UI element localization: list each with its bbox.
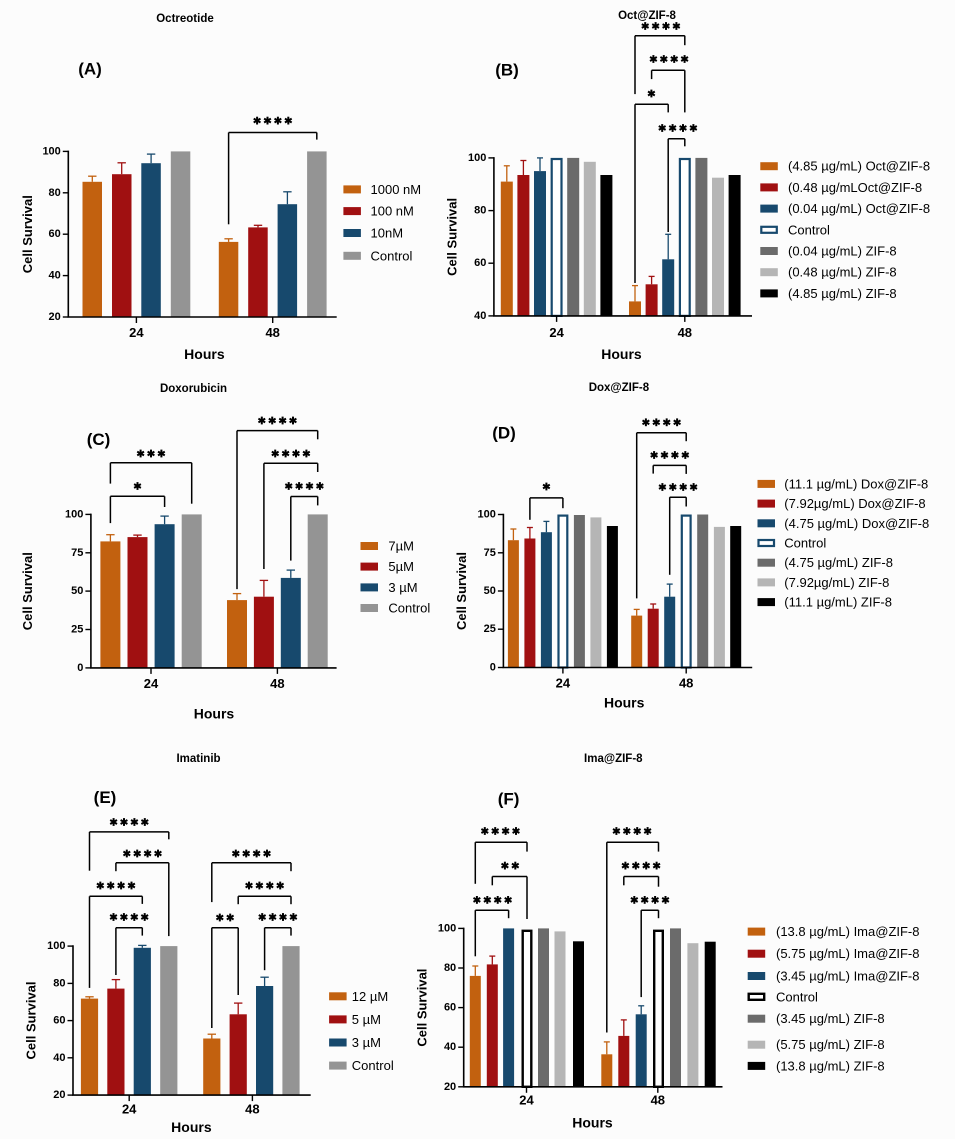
svg-text:(4.85 µg/mL) Oct@ZIF-8: (4.85 µg/mL) Oct@ZIF-8 bbox=[788, 159, 930, 174]
svg-text:Doxorubicin: Doxorubicin bbox=[160, 383, 227, 395]
svg-text:(5.75 µg/mL) Ima@ZIF-8: (5.75 µg/mL) Ima@ZIF-8 bbox=[776, 946, 920, 961]
svg-text:Hours: Hours bbox=[604, 694, 645, 710]
svg-text:Hours: Hours bbox=[601, 346, 642, 362]
svg-text:100: 100 bbox=[65, 508, 83, 520]
svg-text:Control: Control bbox=[788, 222, 830, 237]
svg-text:Control: Control bbox=[784, 536, 826, 551]
svg-text:100: 100 bbox=[478, 509, 496, 521]
svg-text:(0.04 µg/mL) Oct@ZIF-8: (0.04 µg/mL) Oct@ZIF-8 bbox=[788, 201, 930, 216]
svg-text:5µM: 5µM bbox=[388, 559, 414, 574]
svg-text:(7.92µg/mL) Dox@ZIF-8: (7.92µg/mL) Dox@ZIF-8 bbox=[784, 496, 925, 511]
svg-text:20: 20 bbox=[49, 311, 61, 323]
svg-text:40: 40 bbox=[49, 270, 61, 282]
svg-text:(3.45 µg/mL) Ima@ZIF-8: (3.45 µg/mL) Ima@ZIF-8 bbox=[776, 969, 920, 984]
svg-text:Control: Control bbox=[388, 601, 430, 616]
svg-text:24: 24 bbox=[122, 1102, 137, 1117]
svg-text:0: 0 bbox=[490, 662, 496, 674]
svg-text:10nM: 10nM bbox=[371, 226, 404, 241]
svg-text:Cell Survival: Cell Survival bbox=[20, 195, 35, 273]
svg-text:Hours: Hours bbox=[194, 706, 235, 722]
svg-text:48: 48 bbox=[678, 325, 692, 340]
svg-text:(0.48 µg/mL) ZIF-8: (0.48 µg/mL) ZIF-8 bbox=[788, 265, 897, 280]
svg-text:20: 20 bbox=[444, 1081, 456, 1093]
svg-text:24: 24 bbox=[556, 676, 571, 691]
svg-text:100: 100 bbox=[42, 145, 60, 157]
svg-text:Control: Control bbox=[371, 248, 413, 263]
svg-text:50: 50 bbox=[484, 585, 496, 597]
svg-text:24: 24 bbox=[549, 325, 564, 340]
svg-text:Cell Survival: Cell Survival bbox=[415, 969, 430, 1047]
svg-text:Imatinib: Imatinib bbox=[176, 753, 220, 765]
svg-text:(7.92µg/mL) ZIF-8: (7.92µg/mL) ZIF-8 bbox=[784, 575, 889, 590]
svg-text:(C): (C) bbox=[87, 430, 111, 449]
svg-text:(B): (B) bbox=[495, 61, 519, 80]
svg-text:Hours: Hours bbox=[184, 346, 225, 362]
svg-text:100: 100 bbox=[468, 152, 486, 164]
svg-text:20: 20 bbox=[53, 1089, 65, 1101]
svg-text:(5.75 µg/mL) ZIF-8: (5.75 µg/mL) ZIF-8 bbox=[776, 1037, 885, 1052]
svg-text:(11.1 µg/mL) ZIF-8: (11.1 µg/mL) ZIF-8 bbox=[784, 595, 892, 610]
svg-text:25: 25 bbox=[484, 623, 496, 635]
svg-text:80: 80 bbox=[49, 187, 61, 199]
svg-text:24: 24 bbox=[144, 676, 159, 691]
svg-text:(4.85 µg/mL) ZIF-8: (4.85 µg/mL) ZIF-8 bbox=[788, 286, 897, 301]
svg-text:50: 50 bbox=[71, 585, 83, 597]
svg-text:Hours: Hours bbox=[572, 1115, 613, 1131]
svg-text:(13.8 µg/mL) Ima@ZIF-8: (13.8 µg/mL) Ima@ZIF-8 bbox=[776, 924, 920, 939]
svg-text:80: 80 bbox=[444, 962, 456, 974]
svg-text:75: 75 bbox=[71, 547, 83, 559]
svg-text:(4.75 µg/mL) ZIF-8: (4.75 µg/mL) ZIF-8 bbox=[784, 555, 893, 570]
svg-text:80: 80 bbox=[53, 977, 65, 989]
svg-text:(E): (E) bbox=[94, 788, 117, 807]
svg-text:100: 100 bbox=[47, 940, 65, 952]
svg-text:48: 48 bbox=[679, 676, 693, 691]
svg-text:24: 24 bbox=[519, 1093, 534, 1108]
svg-text:Control: Control bbox=[776, 989, 818, 1004]
svg-text:3 µM: 3 µM bbox=[388, 580, 417, 595]
svg-text:(D): (D) bbox=[492, 424, 516, 443]
svg-text:Cell Survival: Cell Survival bbox=[445, 198, 460, 276]
svg-text:(F): (F) bbox=[498, 789, 520, 808]
svg-text:Oct@ZIF-8: Oct@ZIF-8 bbox=[618, 10, 676, 22]
svg-text:48: 48 bbox=[245, 1102, 259, 1117]
svg-text:(13.8 µg/mL) ZIF-8: (13.8 µg/mL) ZIF-8 bbox=[776, 1058, 885, 1073]
svg-text:5 µM: 5 µM bbox=[352, 1012, 381, 1027]
svg-text:48: 48 bbox=[651, 1093, 665, 1108]
svg-text:40: 40 bbox=[444, 1041, 456, 1053]
svg-text:Cell Survival: Cell Survival bbox=[24, 981, 39, 1059]
svg-text:1000 nM: 1000 nM bbox=[371, 182, 422, 197]
svg-text:Hours: Hours bbox=[171, 1119, 212, 1135]
svg-text:60: 60 bbox=[444, 1002, 456, 1014]
svg-text:(11.1 µg/mL) Dox@ZIF-8: (11.1 µg/mL) Dox@ZIF-8 bbox=[784, 476, 928, 491]
svg-text:48: 48 bbox=[265, 325, 279, 340]
svg-text:3 µM: 3 µM bbox=[352, 1035, 381, 1050]
svg-text:Octreotide: Octreotide bbox=[156, 13, 214, 25]
svg-text:24: 24 bbox=[129, 325, 144, 340]
svg-text:Ima@ZIF-8: Ima@ZIF-8 bbox=[584, 753, 643, 765]
svg-text:Cell Survival: Cell Survival bbox=[454, 552, 469, 630]
svg-text:48: 48 bbox=[270, 676, 284, 691]
svg-text:60: 60 bbox=[49, 228, 61, 240]
svg-text:40: 40 bbox=[474, 310, 486, 322]
svg-text:100: 100 bbox=[438, 922, 456, 934]
svg-text:Control: Control bbox=[352, 1058, 394, 1073]
svg-text:Cell Survival: Cell Survival bbox=[20, 552, 35, 630]
svg-text:0: 0 bbox=[77, 662, 83, 674]
svg-text:12 µM: 12 µM bbox=[352, 989, 388, 1004]
svg-text:100 nM: 100 nM bbox=[371, 204, 414, 219]
svg-text:(4.75 µg/mL) Dox@ZIF-8: (4.75 µg/mL) Dox@ZIF-8 bbox=[784, 516, 929, 531]
svg-text:(3.45 µg/mL) ZIF-8: (3.45 µg/mL) ZIF-8 bbox=[776, 1011, 885, 1026]
svg-text:60: 60 bbox=[53, 1015, 65, 1027]
svg-text:Dox@ZIF-8: Dox@ZIF-8 bbox=[589, 382, 650, 394]
svg-text:25: 25 bbox=[71, 624, 83, 636]
svg-text:7µM: 7µM bbox=[388, 539, 414, 554]
svg-text:(A): (A) bbox=[78, 60, 102, 79]
svg-text:40: 40 bbox=[53, 1052, 65, 1064]
svg-text:80: 80 bbox=[474, 205, 486, 217]
svg-text:60: 60 bbox=[474, 257, 486, 269]
svg-text:(0.04 µg/mL) ZIF-8: (0.04 µg/mL) ZIF-8 bbox=[788, 244, 897, 259]
svg-text:(0.48 µg/mLOct@ZIF-8: (0.48 µg/mLOct@ZIF-8 bbox=[788, 180, 922, 195]
svg-text:75: 75 bbox=[484, 547, 496, 559]
